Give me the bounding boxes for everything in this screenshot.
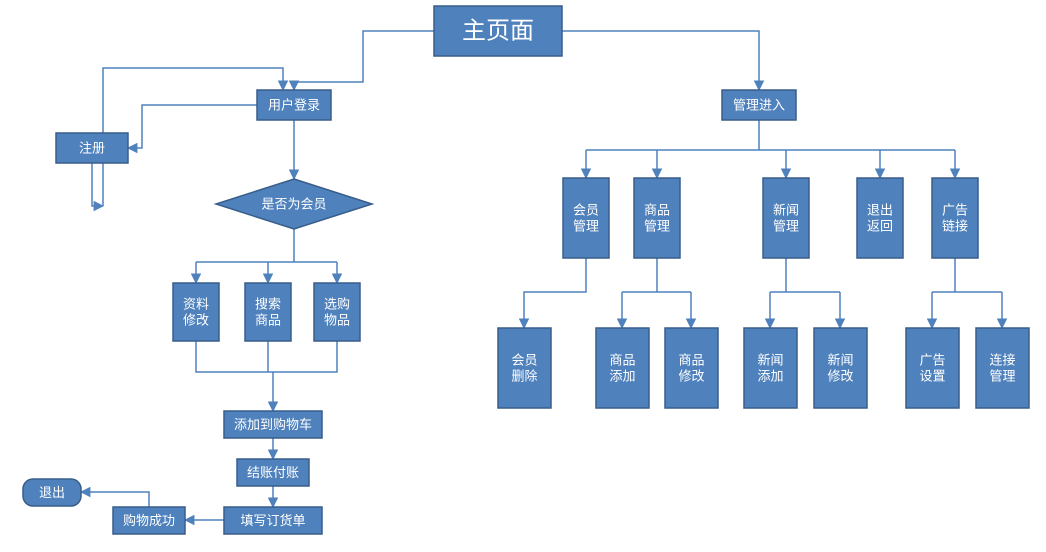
node-label: 注册	[79, 141, 105, 156]
node-goodsMgmt: 商品管理	[634, 178, 680, 258]
edge	[92, 163, 103, 206]
node-fillOrder: 填写订货单	[224, 507, 322, 534]
node-goodsAdd: 商品添加	[596, 328, 649, 408]
node-label: 是否为会员	[261, 197, 326, 212]
node-label: 新闻	[773, 202, 799, 217]
node-label: 添加到购物车	[234, 417, 312, 432]
node-shopSuccess: 购物成功	[113, 507, 185, 534]
node-checkout: 结账付账	[237, 459, 309, 486]
node-selectGoods: 选购物品	[314, 283, 360, 341]
node-label: 新闻	[757, 352, 783, 367]
node-label: 物品	[324, 313, 350, 328]
edge	[524, 258, 586, 328]
edge	[196, 341, 337, 372]
node-label: 设置	[919, 369, 945, 384]
edges-layer	[81, 31, 1002, 520]
flowchart-diagram: 主页面用户登录注册是否为会员资料修改搜索商品选购物品添加到购物车结账付账填写订货…	[0, 0, 1046, 552]
node-adSet: 广告设置	[906, 328, 959, 408]
node-linkMgmt: 连接管理	[976, 328, 1029, 408]
node-login: 用户登录	[257, 90, 331, 120]
edge	[103, 68, 283, 206]
node-memberMgmt: 会员管理	[563, 178, 609, 258]
node-label: 搜索	[255, 296, 281, 311]
node-adminEnter: 管理进入	[722, 90, 796, 120]
node-label: 管理进入	[733, 98, 785, 113]
node-label: 修改	[827, 369, 853, 384]
edge	[294, 31, 434, 90]
node-exit: 退出	[23, 479, 81, 506]
node-adLink: 广告链接	[932, 178, 978, 258]
node-label: 删除	[511, 369, 537, 384]
node-label: 返回	[867, 219, 893, 234]
node-newsAdd: 新闻添加	[744, 328, 797, 408]
node-searchGoods: 搜索商品	[245, 283, 291, 341]
node-label: 商品	[644, 202, 670, 217]
node-main: 主页面	[434, 6, 562, 56]
node-newsMgmt: 新闻管理	[763, 178, 809, 258]
node-label: 结账付账	[247, 465, 299, 480]
node-label: 管理	[773, 219, 799, 234]
node-label: 用户登录	[268, 98, 320, 113]
node-editInfo: 资料修改	[173, 283, 219, 341]
node-label: 会员	[511, 352, 537, 367]
node-label: 管理	[573, 219, 599, 234]
node-label: 连接	[989, 352, 1015, 367]
node-label: 商品	[678, 352, 704, 367]
edge	[128, 105, 257, 148]
node-label: 管理	[989, 369, 1015, 384]
node-label: 新闻	[827, 352, 853, 367]
node-label: 主页面	[462, 18, 534, 45]
node-label: 会员	[573, 202, 599, 217]
node-label: 退出	[39, 485, 65, 500]
node-label: 广告	[942, 202, 968, 217]
node-logoutBack: 退出返回	[857, 178, 903, 258]
node-label: 修改	[183, 313, 209, 328]
node-isMember: 是否为会员	[216, 179, 372, 229]
edge	[81, 492, 149, 507]
node-newsEdit: 新闻修改	[814, 328, 867, 408]
node-register: 注册	[56, 133, 128, 163]
node-label: 管理	[644, 219, 670, 234]
node-label: 填写订货单	[240, 513, 305, 528]
node-label: 修改	[678, 369, 704, 384]
node-addCart: 添加到购物车	[224, 411, 322, 438]
nodes-layer: 主页面用户登录注册是否为会员资料修改搜索商品选购物品添加到购物车结账付账填写订货…	[23, 6, 1029, 534]
node-label: 商品	[255, 313, 281, 328]
node-label: 选购	[324, 296, 350, 311]
node-label: 链接	[942, 219, 968, 234]
node-label: 商品	[609, 352, 635, 367]
node-label: 退出	[867, 202, 893, 217]
node-label: 广告	[919, 352, 945, 367]
node-label: 购物成功	[123, 513, 175, 528]
node-memberDel: 会员删除	[498, 328, 551, 408]
node-goodsEdit: 商品修改	[665, 328, 718, 408]
edge	[562, 31, 759, 90]
node-label: 添加	[757, 369, 783, 384]
node-label: 资料	[183, 296, 209, 311]
node-label: 添加	[609, 369, 635, 384]
